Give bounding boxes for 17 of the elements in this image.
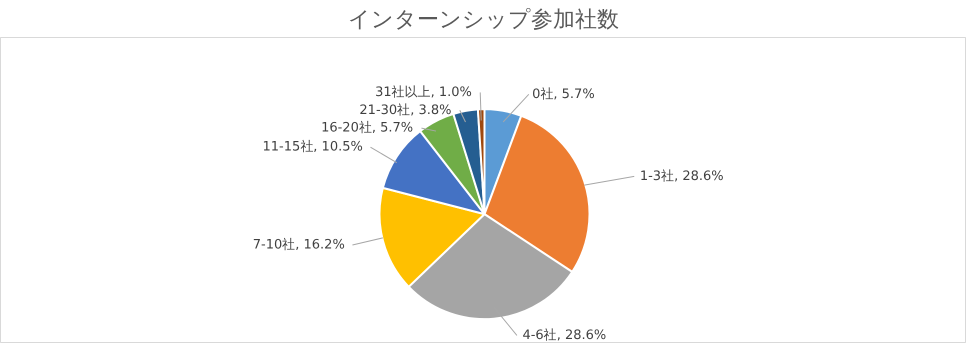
chart-title: インターンシップ参加社数 — [348, 8, 619, 32]
data-label: , 10.5% — [313, 140, 363, 155]
slice-label: 31社以上 — [375, 84, 431, 100]
data-label: , 28.6% — [674, 168, 724, 184]
data-label: , 16.2% — [295, 237, 345, 252]
data-label: , 1.0% — [430, 84, 472, 100]
slice-label: 0社 — [532, 86, 554, 102]
slice-label: 16-20社 — [321, 120, 372, 136]
data-label: , 3.8% — [410, 102, 452, 118]
slice-label: 21-30社 — [359, 102, 410, 118]
slice-label: 4-6社 — [522, 328, 557, 343]
data-label: , 5.7% — [553, 86, 595, 102]
slice-label: 11-15社 — [262, 140, 314, 155]
slice-label: 1-3社 — [640, 168, 674, 184]
slice-label: 7-10社 — [252, 237, 296, 252]
data-label: , 5.7% — [372, 120, 414, 136]
data-label: , 28.6% — [556, 328, 606, 343]
